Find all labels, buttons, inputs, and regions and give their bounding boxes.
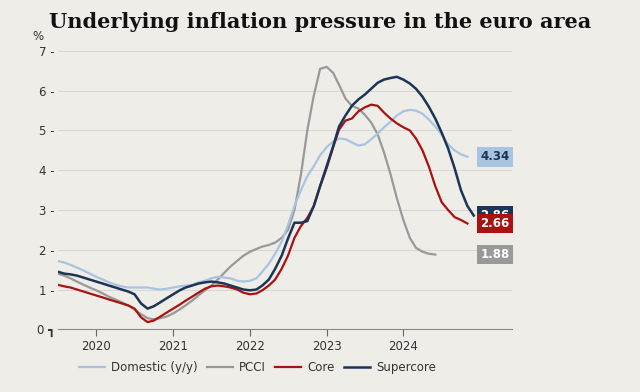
Line: Supercore: Supercore	[58, 77, 474, 309]
Text: 2.86: 2.86	[480, 209, 509, 222]
Text: 1.88: 1.88	[480, 248, 509, 261]
Text: 4.34: 4.34	[480, 150, 509, 163]
Line: Domestic (y/y): Domestic (y/y)	[58, 110, 467, 290]
Text: 2.66: 2.66	[480, 217, 509, 230]
Legend: Domestic (y/y), PCCI, Core, Supercore: Domestic (y/y), PCCI, Core, Supercore	[74, 357, 440, 379]
Text: %: %	[33, 30, 44, 43]
Text: Underlying inflation pressure in the euro area: Underlying inflation pressure in the eur…	[49, 12, 591, 32]
Line: PCCI: PCCI	[58, 67, 435, 319]
Line: Core: Core	[58, 105, 467, 322]
